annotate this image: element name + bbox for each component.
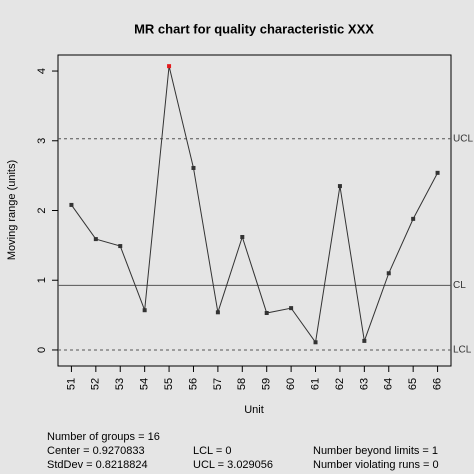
y-tick-label: 2 — [36, 207, 48, 213]
data-point — [386, 271, 391, 276]
stat-label: Number beyond limits = — [313, 445, 429, 457]
chart-title: MR chart for quality characteristic XXX — [134, 21, 374, 36]
data-point — [215, 310, 220, 315]
stat-label: Number of groups = — [47, 431, 145, 443]
x-tick-label: 52 — [90, 378, 102, 390]
stat-text: Number beyond limits = 1 — [313, 445, 438, 457]
y-tick-label: 3 — [36, 138, 48, 144]
stat-text: Center = 0.9270833 — [47, 445, 145, 457]
x-tick-label: 56 — [187, 378, 199, 390]
stat-text: UCL = 3.029056 — [193, 459, 273, 471]
x-tick-label: 54 — [139, 378, 151, 390]
y-tick-label: 0 — [36, 347, 48, 353]
stat-text: LCL = 0 — [193, 445, 231, 457]
limit-label: UCL — [453, 133, 473, 144]
x-tick-label: 60 — [285, 378, 297, 390]
data-point — [93, 237, 98, 242]
stat-text: Number violating runs = 0 — [313, 459, 439, 471]
x-tick-label: 66 — [431, 378, 443, 390]
x-tick-label: 53 — [114, 378, 126, 390]
series-line — [71, 66, 439, 344]
limit-label: LCL — [453, 345, 472, 356]
x-tick-label: 61 — [309, 378, 321, 390]
stat-value: 0 — [433, 459, 439, 471]
stat-value: 16 — [148, 431, 160, 443]
x-tick-label: 55 — [163, 378, 175, 390]
stat-value: 0 — [225, 445, 231, 457]
stat-label: StdDev = — [47, 459, 93, 471]
x-tick-label: 65 — [407, 378, 419, 390]
x-axis-label: Unit — [244, 404, 264, 416]
stat-label: LCL = — [193, 445, 222, 457]
data-point — [142, 308, 147, 313]
limit-label: CL — [453, 280, 466, 291]
data-point — [191, 165, 196, 170]
data-point — [289, 306, 294, 311]
data-point — [240, 234, 245, 239]
data-point — [264, 311, 269, 316]
stat-label: UCL = — [193, 459, 224, 471]
y-tick-label: 1 — [36, 277, 48, 283]
x-tick-label: 51 — [65, 378, 77, 390]
y-axis-label: Moving range (units) — [6, 160, 18, 260]
x-tick-label: 62 — [334, 378, 346, 390]
data-point — [435, 170, 440, 175]
stat-value: 0.8218824 — [96, 459, 148, 471]
x-tick-label: 63 — [358, 378, 370, 390]
data-point — [167, 64, 172, 69]
data-point — [118, 244, 123, 249]
stat-text: Number of groups = 16 — [47, 431, 160, 443]
data-point — [313, 340, 318, 345]
stat-label: Number violating runs = — [313, 459, 429, 471]
x-tick-label: 59 — [261, 378, 273, 390]
x-tick-label: 58 — [236, 378, 248, 390]
data-point — [362, 338, 367, 343]
stat-value: 1 — [432, 445, 438, 457]
stat-label: Center = — [47, 445, 90, 457]
y-tick-label: 4 — [36, 68, 48, 74]
data-point — [411, 216, 416, 221]
x-tick-label: 57 — [212, 378, 224, 390]
stat-text: StdDev = 0.8218824 — [47, 459, 148, 471]
data-point — [69, 202, 74, 207]
data-point — [337, 184, 342, 189]
stat-value: 0.9270833 — [93, 445, 145, 457]
x-tick-label: 64 — [383, 378, 395, 390]
stat-value: 3.029056 — [227, 459, 273, 471]
